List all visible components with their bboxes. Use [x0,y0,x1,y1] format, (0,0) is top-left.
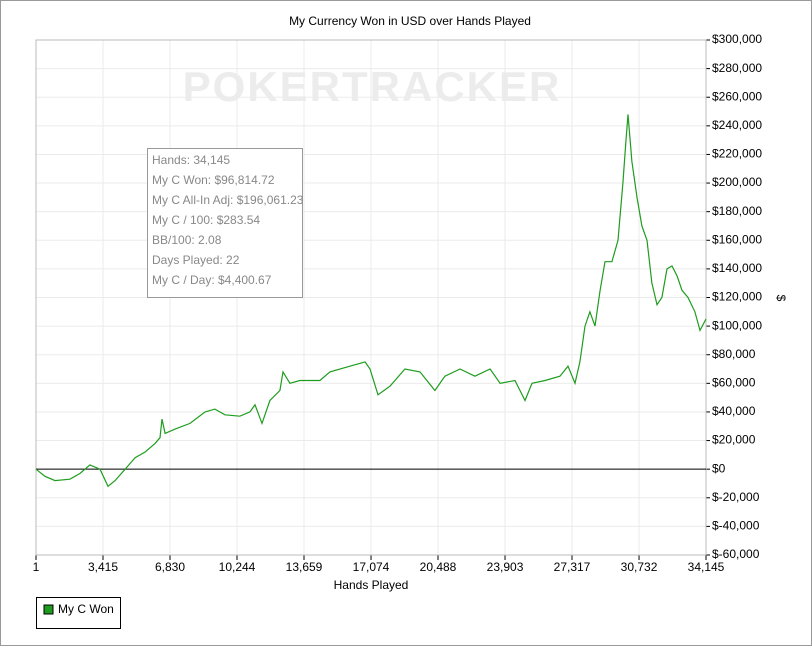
y-tick-label: $260,000 [712,89,762,103]
y-tick-label: $-40,000 [712,519,760,533]
x-tick-label: 13,659 [286,560,323,574]
tooltip-line: Hands: 34,145 [152,153,230,167]
y-tick-label: $240,000 [712,118,762,132]
y-tick-label: $20,000 [712,433,756,447]
y-tick-label: $140,000 [712,261,762,275]
y-tick-label: $0 [712,461,726,475]
tooltip-line: My C / Day: $4,400.67 [152,273,272,287]
tooltip-line: My C All-In Adj: $196,061.23 [152,193,304,207]
y-tick-label: $-60,000 [712,547,760,561]
y-tick-label: $60,000 [712,376,756,390]
legend-label: My C Won [58,602,114,616]
x-tick-label: 23,903 [487,560,524,574]
tooltip-box [147,148,303,298]
y-tick-label: $280,000 [712,61,762,75]
y-tick-label: $220,000 [712,147,762,161]
y-tick-label: $160,000 [712,232,762,246]
x-tick-label: 27,317 [554,560,591,574]
y-tick-label: $100,000 [712,318,762,332]
x-tick-label: 30,732 [621,560,658,574]
y-tick-label: $80,000 [712,347,756,361]
x-tick-label: 3,415 [88,560,118,574]
x-tick-label: 17,074 [353,560,390,574]
y-axis-label: $ [774,295,788,302]
y-tick-label: $120,000 [712,290,762,304]
data-line [35,114,707,488]
tooltip-line: My C Won: $96,814.72 [152,173,275,187]
tooltip-line: BB/100: 2.08 [152,233,222,247]
x-axis-label: Hands Played [334,578,409,592]
legend-swatch [43,604,54,615]
x-tick-label: 20,488 [420,560,457,574]
y-tick-label: $-20,000 [712,490,760,504]
x-tick-label: 34,145 [688,560,725,574]
tooltip-line: My C / 100: $283.54 [152,213,260,227]
tooltip: Hands: 34,145 My C Won: $96,814.72 My C Al… [147,148,304,298]
x-tick-label: 1 [33,560,40,574]
y-tick-label: $200,000 [712,175,762,189]
chart-title: My Currency Won in USD over Hands Played [289,14,531,28]
y-tick-label: $180,000 [712,204,762,218]
x-tick-label: 6,830 [155,560,185,574]
y-tick-label: $40,000 [712,404,756,418]
tooltip-line: Days Played: 22 [152,253,240,267]
plot-border [35,39,707,556]
x-tick-label: 10,244 [219,560,256,574]
y-tick-label: $300,000 [712,32,762,46]
